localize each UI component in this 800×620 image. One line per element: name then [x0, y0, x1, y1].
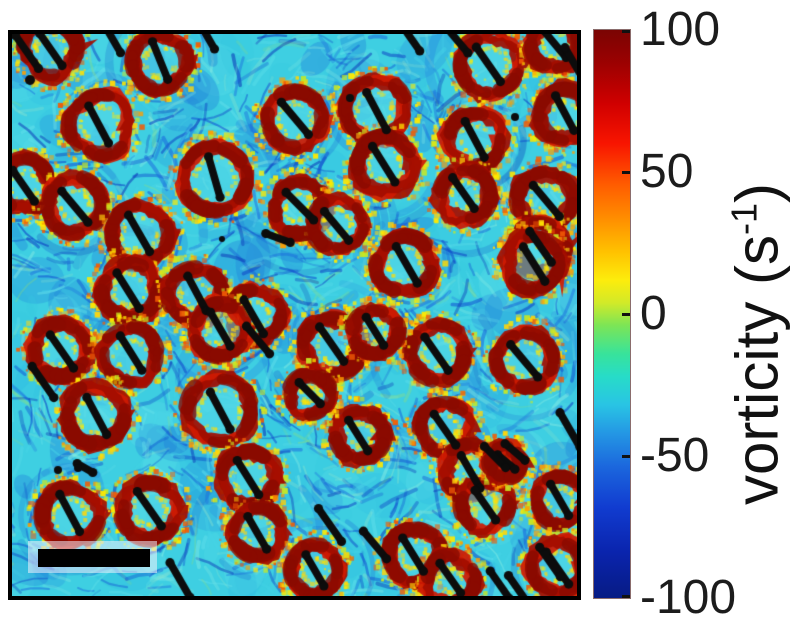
colorbar-tick-label: 50: [640, 145, 694, 198]
colorbar-tick-mark: [622, 30, 630, 33]
axis-label-superscript: -1: [723, 202, 765, 235]
axis-label-text: vorticity (s: [723, 235, 791, 505]
colorbar-axis-label: vorticity (s-1): [723, 183, 792, 505]
scale-bar: [38, 549, 150, 567]
colorbar-tick-label: 100: [640, 3, 721, 56]
colorbar-tick-label: 0: [640, 287, 667, 340]
vorticity-heatmap-canvas: [12, 34, 577, 596]
colorbar-tick-label: -50: [640, 429, 710, 482]
colorbar: [593, 29, 631, 599]
colorbar-tick-label: -100: [640, 571, 737, 620]
colorbar-tick-mark: [622, 455, 630, 458]
vorticity-map-panel: [8, 30, 581, 600]
colorbar-tick-mark: [622, 595, 630, 598]
axis-label-close: ): [723, 183, 791, 203]
colorbar-tick-mark: [622, 171, 630, 174]
colorbar-tick-mark: [622, 313, 630, 316]
